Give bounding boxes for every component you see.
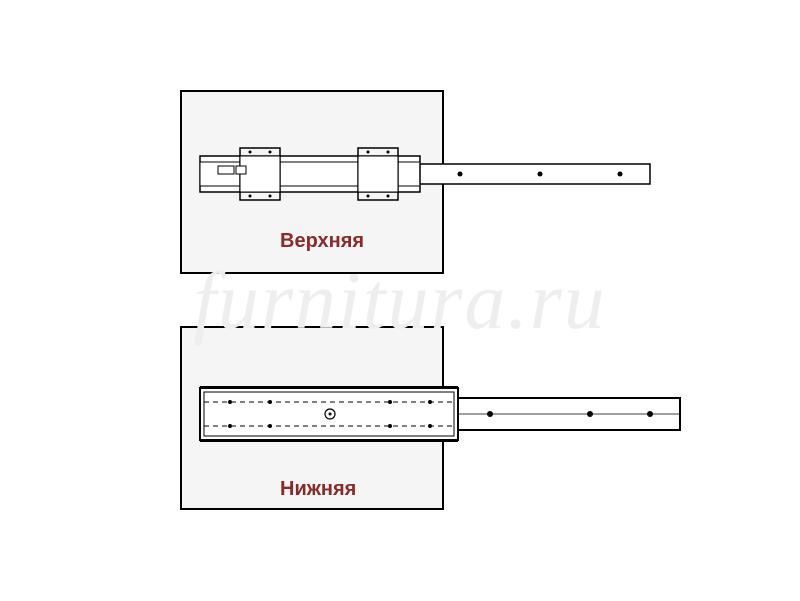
- bottom-rail-diagram: [0, 0, 800, 601]
